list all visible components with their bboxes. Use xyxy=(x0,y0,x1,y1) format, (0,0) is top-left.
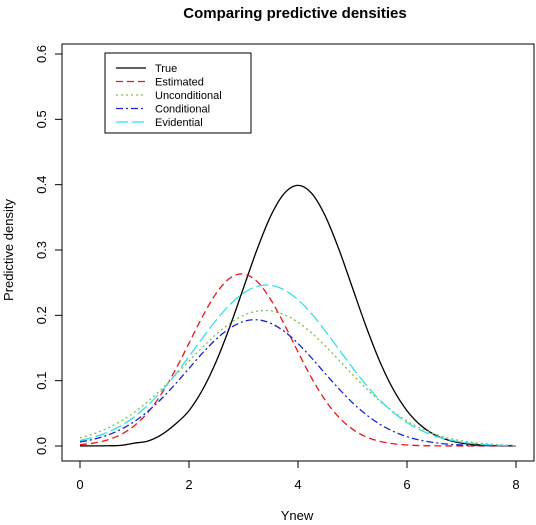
y-tick-label-1: 0.1 xyxy=(34,372,49,390)
x-axis-label: Ynew xyxy=(281,508,314,523)
y-axis-label: Predictive density xyxy=(1,199,16,301)
y-tick-label-0: 0.0 xyxy=(34,437,49,455)
legend-box xyxy=(104,52,252,134)
y-tick-label-5: 0.5 xyxy=(34,110,49,128)
legend-label-conditional: Conditional xyxy=(155,104,210,116)
x-tick-label-4: 8 xyxy=(512,477,519,492)
y-tick-label-3: 0.3 xyxy=(34,241,49,259)
legend-label-true: True xyxy=(155,63,177,75)
series-line-unconditional xyxy=(79,309,517,446)
y-tick-label-4: 0.4 xyxy=(34,176,49,194)
y-tick-label-2: 0.2 xyxy=(34,306,49,324)
x-tick-label-3: 6 xyxy=(403,477,410,492)
x-tick-label-1: 2 xyxy=(185,477,192,492)
x-tick-label-0: 0 xyxy=(76,477,83,492)
series-line-estimated xyxy=(79,273,516,447)
chart-title: Comparing predictive densities xyxy=(183,5,406,22)
legend-label-evidential: Evidential xyxy=(155,117,203,129)
legend-label-unconditional: Unconditional xyxy=(155,90,222,102)
axes: 0 2 4 6 8 0.0 0.1 0.2 0.3 0.4 0.5 0.6 xyxy=(34,45,520,492)
series-line-conditional xyxy=(79,319,517,447)
x-tick-label-2: 4 xyxy=(294,477,301,492)
series-line-evidential xyxy=(79,284,517,447)
series-layer xyxy=(79,184,517,447)
y-tick-label-6: 0.6 xyxy=(34,45,49,63)
legend-label-estimated: Estimated xyxy=(155,77,204,89)
